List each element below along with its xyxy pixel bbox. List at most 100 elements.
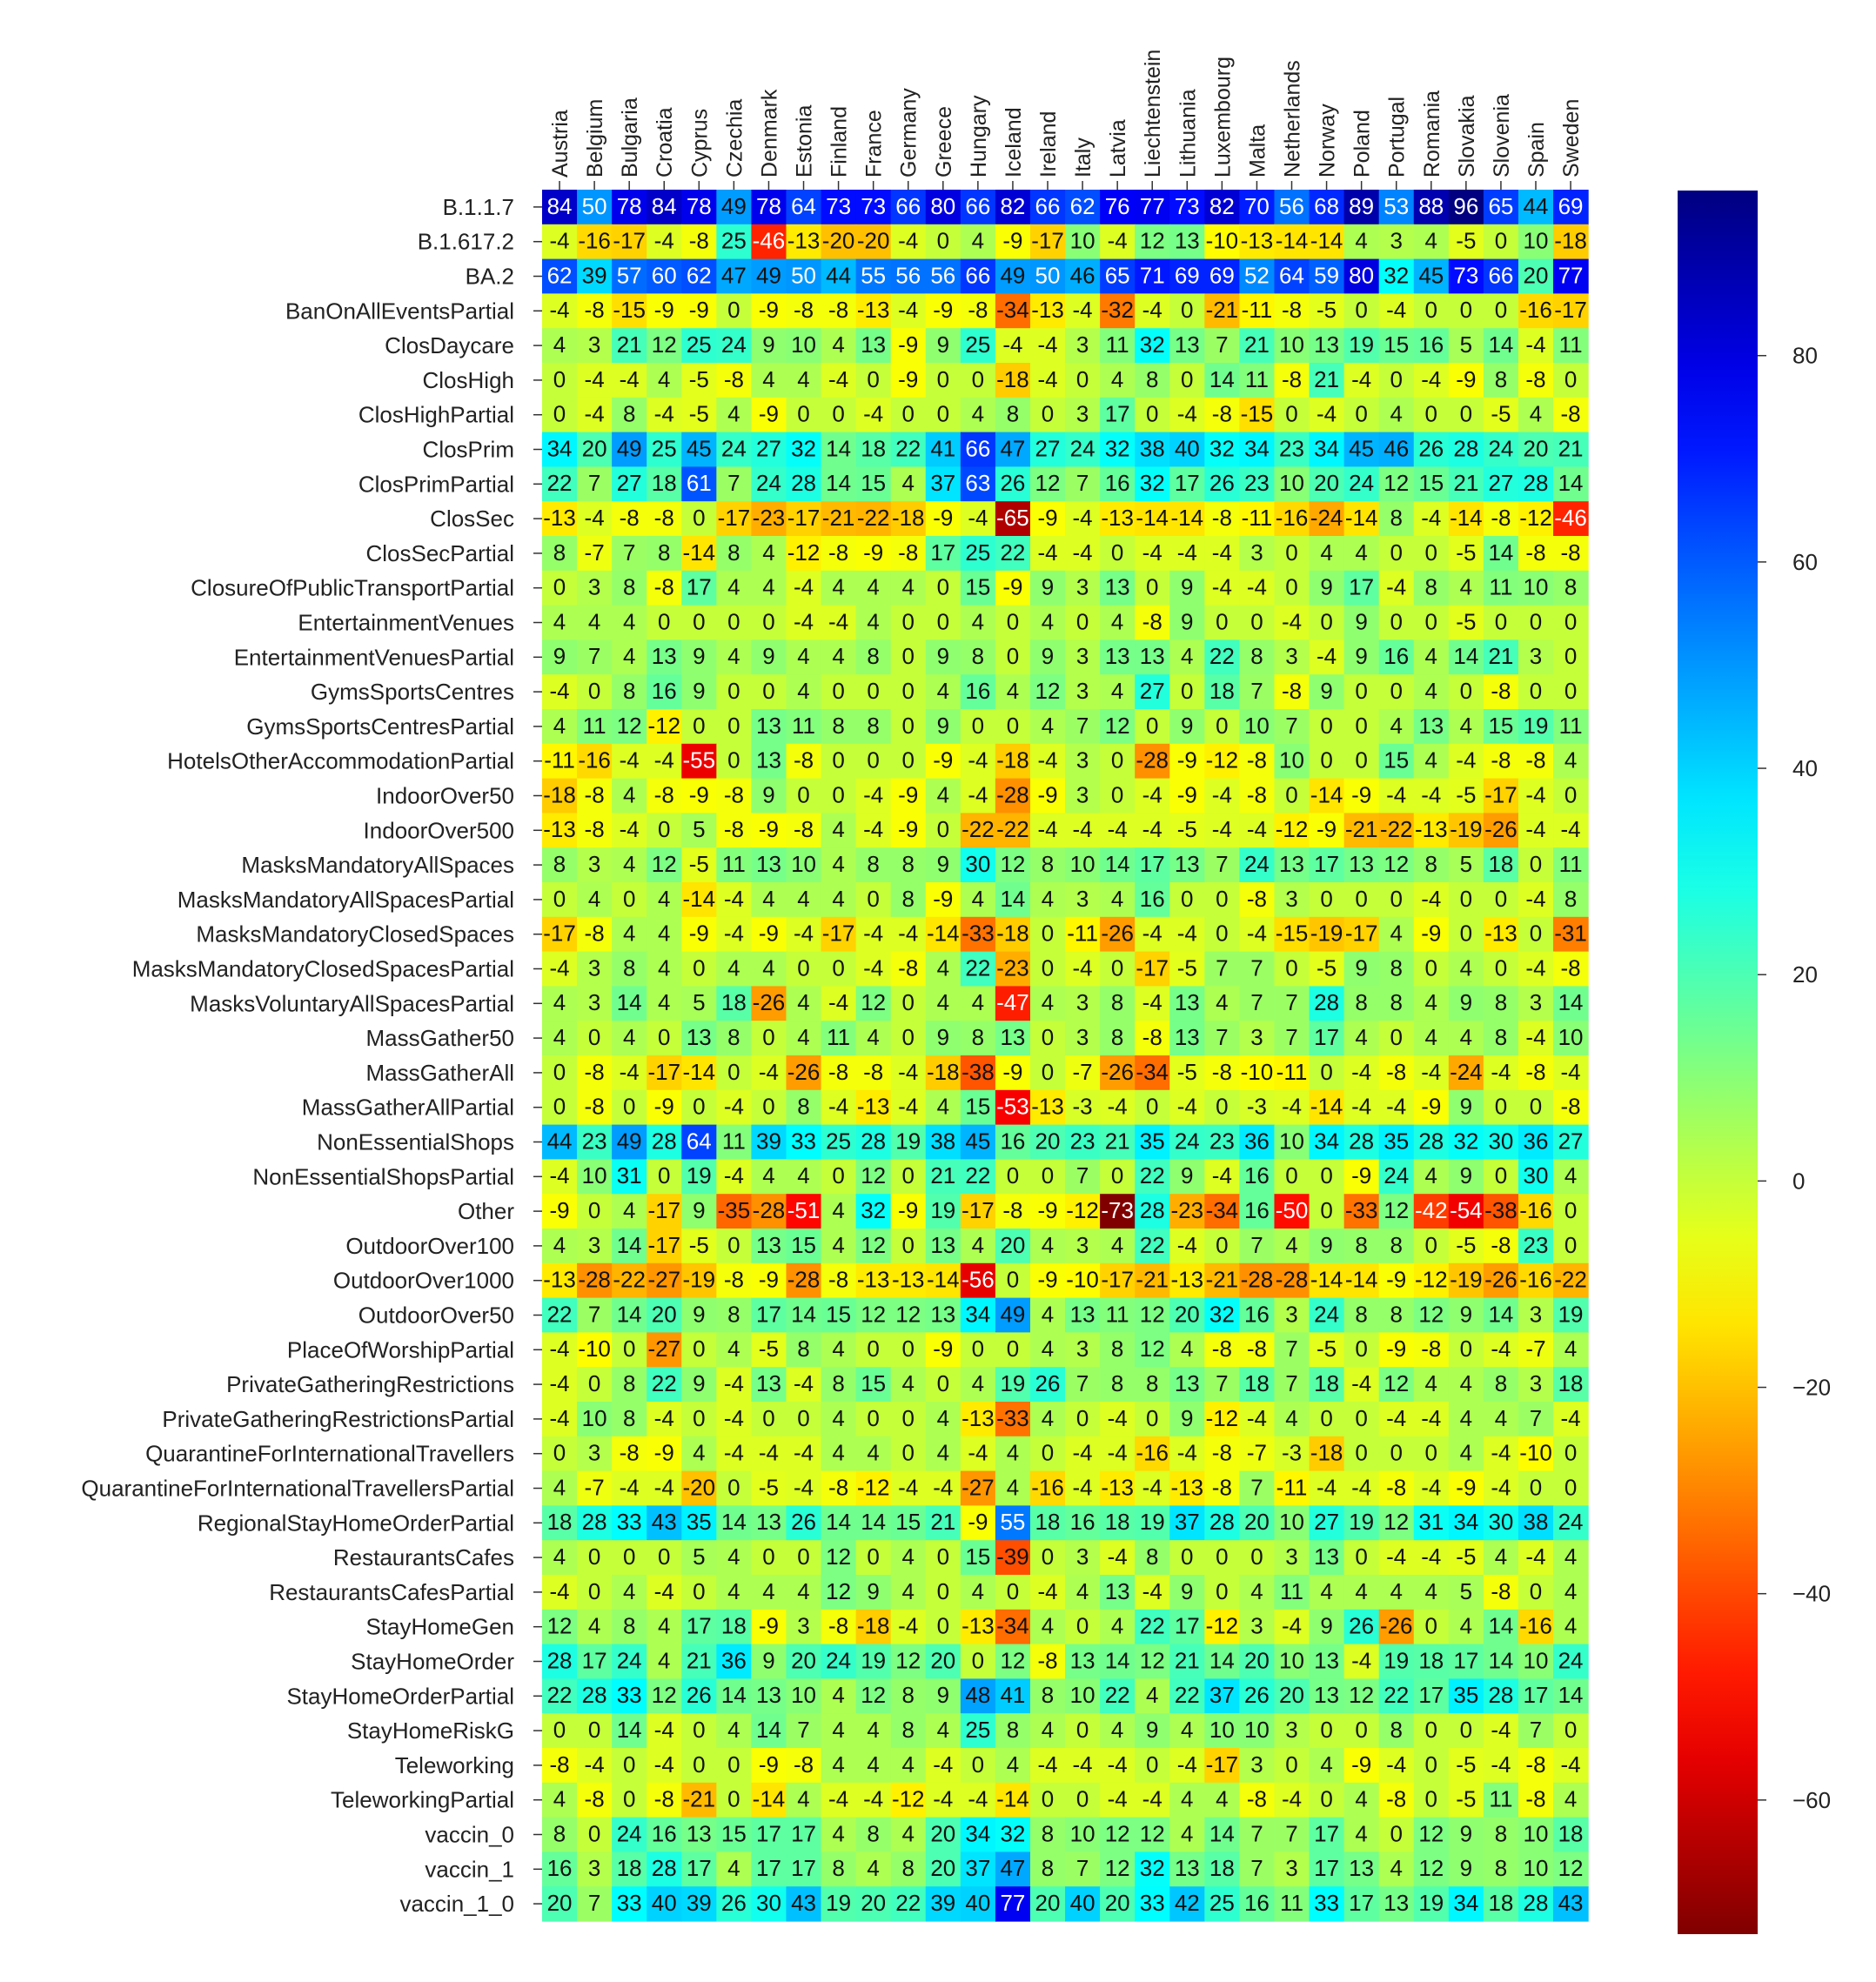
heatmap-cell — [821, 501, 857, 537]
cell-value-label: 14 — [826, 470, 851, 496]
cell-value-label: -8 — [1421, 1336, 1441, 1362]
cell-value-label: 55 — [1000, 1509, 1025, 1535]
cell-value-label: 4 — [762, 886, 774, 912]
y-tick-label: MasksMandatoryClosedSpacesPartial — [132, 956, 514, 982]
heatmap-cell — [1239, 709, 1276, 745]
heatmap-cell — [577, 882, 613, 918]
heatmap-cell — [751, 778, 787, 814]
heatmap-cell — [1413, 190, 1450, 225]
heatmap-cell — [1378, 778, 1415, 814]
heatmap-cell — [612, 432, 647, 467]
cell-value-label: 4 — [1460, 1024, 1472, 1050]
cell-value-label: -17 — [1345, 921, 1378, 947]
heatmap-cell — [1378, 570, 1415, 606]
heatmap-cell — [890, 916, 927, 953]
cell-value-label: 0 — [1460, 1336, 1472, 1362]
heatmap-cell — [1413, 536, 1450, 572]
cell-value-label: 7 — [1216, 1024, 1228, 1050]
cell-value-label: -4 — [1142, 539, 1162, 566]
cell-value-label: 0 — [658, 816, 670, 842]
cell-value-label: 13 — [1279, 851, 1304, 877]
heatmap-cell — [890, 986, 927, 1021]
heatmap-cell — [542, 916, 578, 953]
cell-value-label: 49 — [1000, 262, 1025, 288]
cell-value-label: 4 — [937, 1094, 949, 1120]
heatmap-cell — [1343, 328, 1380, 364]
cell-value-label: 20 — [1105, 1890, 1130, 1916]
cell-value-label: -17 — [1101, 1267, 1134, 1293]
cell-value-label: -8 — [724, 816, 744, 842]
heatmap-cell — [1065, 328, 1101, 364]
cell-value-label: -8 — [1491, 1578, 1511, 1604]
cell-value-label: 4 — [623, 1197, 635, 1223]
cell-value-label: 7 — [1250, 1855, 1263, 1881]
y-tick-label: vaccin_1_0 — [399, 1891, 514, 1917]
cell-value-label: 0 — [553, 1717, 566, 1743]
cell-value-label: 0 — [902, 678, 915, 704]
cell-value-label: 8 — [1390, 1717, 1402, 1743]
cell-value-label: 7 — [1076, 1162, 1089, 1189]
heatmap-cell — [577, 639, 613, 675]
heatmap-cell — [1169, 778, 1205, 814]
heatmap-cell — [577, 916, 613, 953]
cell-value-label: -14 — [683, 886, 716, 912]
cell-value-label: -4 — [1491, 1336, 1511, 1362]
heatmap-cell — [647, 536, 682, 572]
cell-value-label: 4 — [902, 1820, 915, 1846]
heatmap-cell — [1204, 328, 1240, 364]
cell-value-label: 0 — [902, 747, 915, 773]
cell-value-label: 8 — [1111, 989, 1123, 1015]
cell-value-label: 14 — [1105, 851, 1130, 877]
cell-value-label: 4 — [658, 366, 670, 392]
cell-value-label: 12 — [861, 1232, 886, 1258]
heatmap-cell — [1518, 778, 1554, 814]
heatmap-cell — [681, 328, 717, 364]
heatmap-cell — [1413, 570, 1450, 606]
cell-value-label: 3 — [1076, 747, 1089, 773]
cell-value-label: 0 — [1425, 1613, 1437, 1639]
cell-value-label: -4 — [620, 1059, 640, 1085]
heatmap-cell — [786, 709, 822, 745]
heatmap-cell — [821, 951, 857, 987]
heatmap-cell — [855, 328, 892, 364]
cell-value-label: 28 — [1314, 989, 1339, 1015]
cell-value-label: -4 — [1421, 1405, 1441, 1431]
cell-value-label: -18 — [1554, 228, 1587, 254]
cell-value-label: 0 — [1530, 608, 1542, 634]
heatmap-cell — [786, 501, 822, 537]
heatmap-cell — [1169, 224, 1205, 260]
heatmap-cell — [1343, 224, 1380, 260]
heatmap-cell — [1239, 882, 1276, 918]
cell-value-label: 23 — [1244, 470, 1270, 496]
heatmap-cell — [647, 882, 682, 918]
cell-value-label: 12 — [1105, 713, 1130, 739]
cell-value-label: 13 — [1105, 574, 1130, 600]
heatmap-cell — [542, 674, 578, 710]
cell-value-label: 4 — [762, 1578, 774, 1604]
cell-value-label: 10 — [1070, 851, 1095, 877]
cell-value-label: 14 — [1488, 331, 1513, 358]
heatmap-cell — [1204, 639, 1240, 675]
y-tick-label: BA.2 — [466, 264, 514, 290]
heatmap-cell — [1483, 951, 1519, 987]
heatmap-cell — [1204, 882, 1240, 918]
heatmap-cell — [542, 363, 578, 398]
cell-value-label: -17 — [543, 921, 576, 947]
heatmap-cell — [1553, 778, 1589, 814]
cell-value-label: 8 — [1495, 989, 1507, 1015]
heatmap-cell — [995, 986, 1031, 1021]
cell-value-label: -12 — [1519, 505, 1552, 531]
cell-value-label: -23 — [1171, 1197, 1204, 1223]
cell-value-label: 13 — [756, 747, 781, 773]
cell-value-label: 0 — [1216, 1543, 1228, 1570]
heatmap-cell — [786, 847, 822, 883]
cell-value-label: 12 — [895, 1301, 921, 1327]
heatmap-cell — [890, 328, 927, 364]
cell-value-label: -4 — [1177, 539, 1197, 566]
cell-value-label: -9 — [1421, 1094, 1441, 1120]
cell-value-label: -4 — [724, 886, 744, 912]
cell-value-label: -21 — [1206, 1267, 1239, 1293]
cell-value-label: 17 — [1314, 851, 1339, 877]
cell-value-label: -9 — [1177, 781, 1197, 807]
cell-value-label: 24 — [1558, 1509, 1584, 1535]
